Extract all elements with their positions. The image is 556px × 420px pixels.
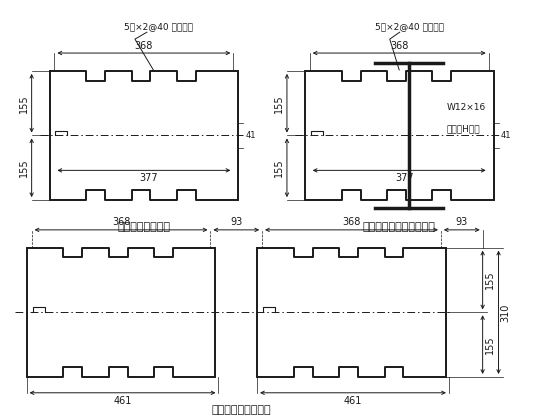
Text: 41: 41	[500, 131, 511, 140]
Text: 155: 155	[485, 335, 495, 354]
Text: 155: 155	[19, 94, 29, 113]
Text: 93: 93	[230, 218, 242, 227]
Text: 368: 368	[342, 218, 361, 227]
Text: 5宽×2@40 深加劲肋: 5宽×2@40 深加劲肋	[375, 22, 444, 31]
Text: 461: 461	[344, 396, 362, 406]
Text: 加强型压型钢板横截面图: 加强型压型钢板横截面图	[363, 222, 436, 232]
Text: 377: 377	[140, 173, 158, 184]
Text: W12×16: W12×16	[446, 102, 486, 112]
Text: 155: 155	[19, 158, 29, 177]
Text: 宽翼缘H型钢: 宽翼缘H型钢	[446, 125, 480, 134]
Text: 368: 368	[390, 41, 408, 50]
Text: 93: 93	[456, 218, 468, 227]
Text: 368: 368	[135, 41, 153, 50]
Text: 155: 155	[274, 94, 284, 113]
Text: 41: 41	[245, 131, 256, 140]
Text: 压型钢板拼装示意图: 压型钢板拼装示意图	[211, 405, 271, 415]
Text: 155: 155	[274, 158, 284, 177]
Text: 310: 310	[500, 303, 510, 321]
Text: 368: 368	[112, 218, 130, 227]
Text: 377: 377	[395, 173, 414, 184]
Text: 461: 461	[113, 396, 132, 406]
Text: 压型钢板横截面图: 压型钢板横截面图	[117, 222, 170, 232]
Text: 5宽×2@40 深加劲肋: 5宽×2@40 深加劲肋	[125, 22, 193, 31]
Text: 155: 155	[485, 271, 495, 289]
